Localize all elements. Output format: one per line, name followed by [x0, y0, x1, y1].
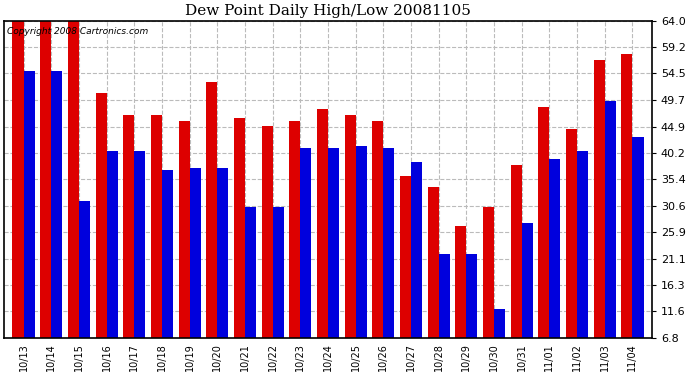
Bar: [511, 165, 522, 338]
Bar: [633, 137, 644, 338]
Bar: [411, 162, 422, 338]
Bar: [566, 129, 577, 338]
Bar: [522, 223, 533, 338]
Bar: [206, 82, 217, 338]
Bar: [179, 120, 190, 338]
Bar: [577, 151, 588, 338]
Bar: [245, 207, 256, 338]
Bar: [384, 148, 395, 338]
Bar: [95, 93, 106, 338]
Bar: [538, 107, 549, 338]
Bar: [135, 151, 146, 338]
Bar: [289, 120, 300, 338]
Bar: [604, 101, 616, 338]
Bar: [483, 207, 494, 338]
Bar: [428, 187, 439, 338]
Bar: [317, 110, 328, 338]
Bar: [79, 201, 90, 338]
Bar: [622, 54, 633, 338]
Bar: [328, 148, 339, 338]
Bar: [455, 226, 466, 338]
Bar: [400, 176, 411, 338]
Bar: [40, 21, 51, 338]
Bar: [68, 21, 79, 338]
Bar: [273, 207, 284, 338]
Bar: [106, 151, 117, 338]
Title: Dew Point Daily High/Low 20081105: Dew Point Daily High/Low 20081105: [185, 4, 471, 18]
Bar: [466, 254, 477, 338]
Bar: [51, 70, 62, 338]
Bar: [124, 115, 135, 338]
Bar: [162, 171, 173, 338]
Bar: [300, 148, 311, 338]
Text: Copyright 2008 Cartronics.com: Copyright 2008 Cartronics.com: [8, 27, 148, 36]
Bar: [23, 70, 34, 338]
Bar: [494, 309, 505, 338]
Bar: [593, 60, 604, 338]
Bar: [234, 118, 245, 338]
Bar: [217, 168, 228, 338]
Bar: [262, 126, 273, 338]
Bar: [344, 115, 355, 338]
Bar: [355, 146, 366, 338]
Bar: [373, 120, 384, 338]
Bar: [439, 254, 450, 338]
Bar: [12, 21, 23, 338]
Bar: [151, 115, 162, 338]
Bar: [190, 168, 201, 338]
Bar: [549, 159, 560, 338]
